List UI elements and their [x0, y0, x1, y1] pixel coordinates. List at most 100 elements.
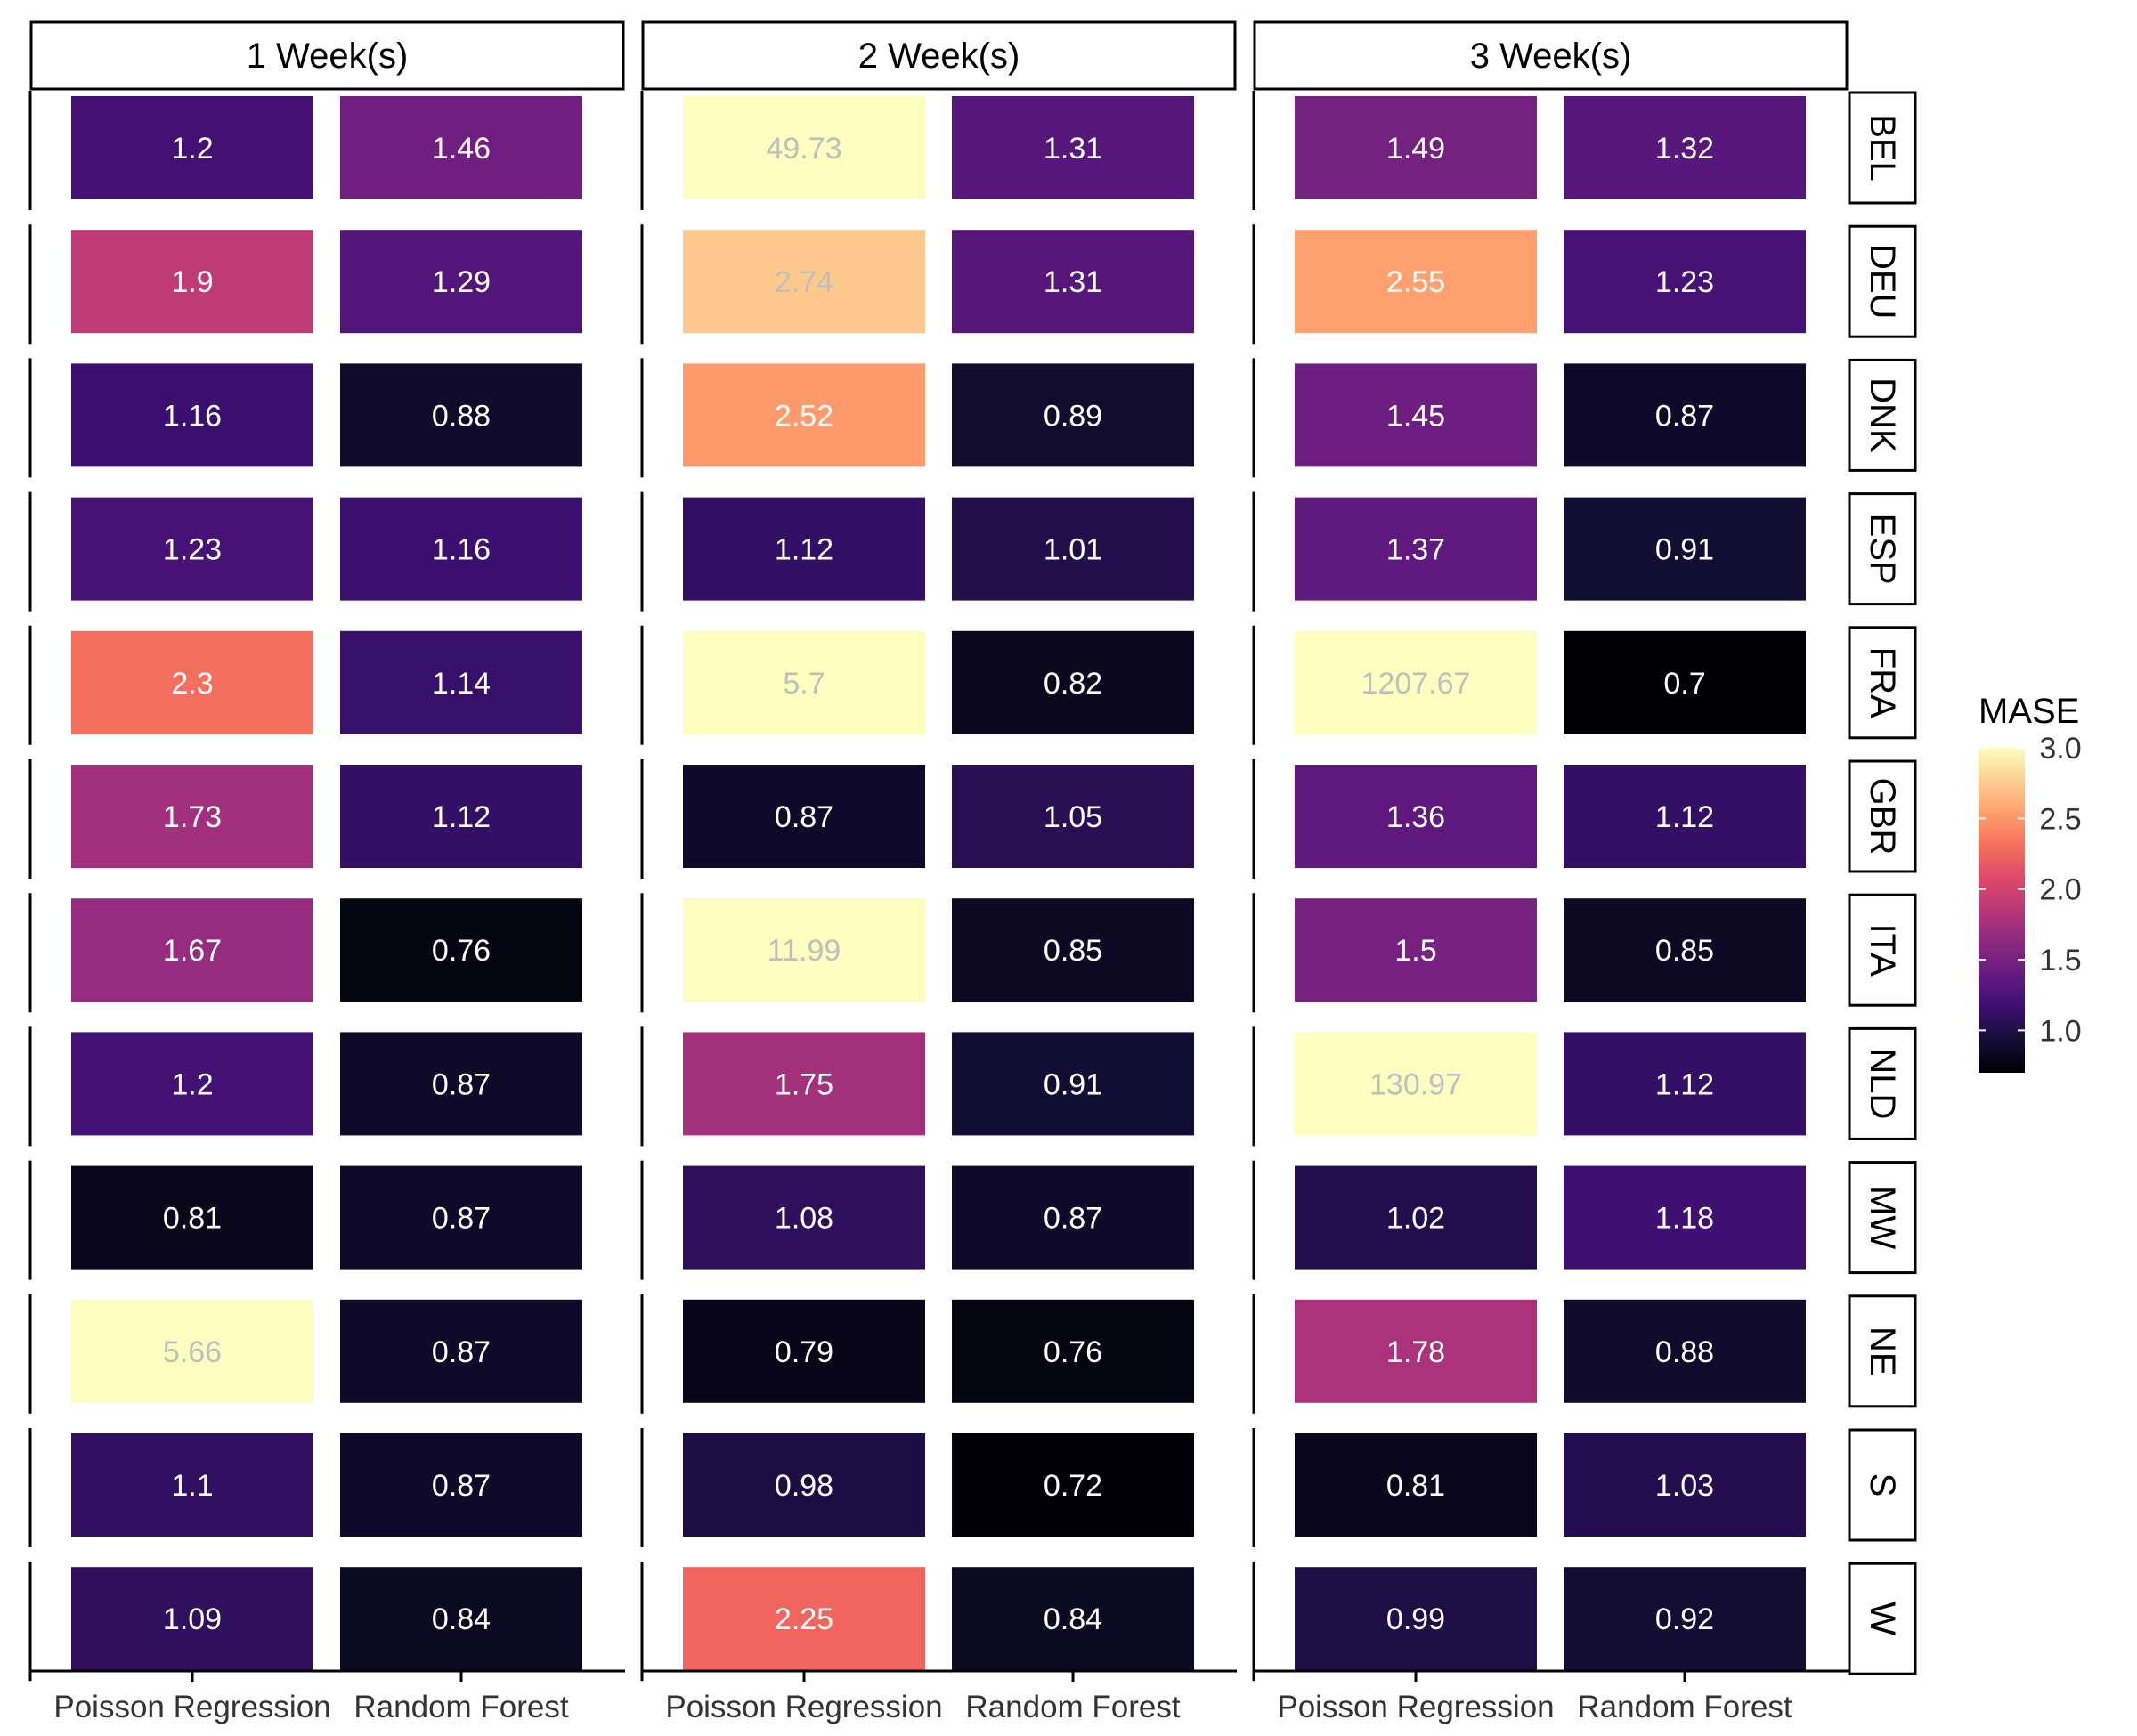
facet-column-label: 2 Week(s) [858, 37, 1020, 76]
cell-value-label: 1.12 [1655, 800, 1714, 834]
color-legend: MASE 1.0 1.5 2.0 2.5 3.0 [1979, 692, 2082, 1073]
cell-value-label: 1.75 [775, 1067, 833, 1101]
legend-title: MASE [1979, 692, 2079, 731]
heatmap-cell [952, 1299, 1194, 1403]
facet-row-label: BEL [1863, 114, 1902, 182]
cell-value-label: 1.05 [1044, 800, 1102, 834]
heatmap-cell [952, 1567, 1194, 1671]
strip-box [1848, 91, 1917, 205]
facet-row-label: DNK [1863, 377, 1902, 453]
facet-row-strips: BEL DEU DNK ESP FRA GBR ITA NLD MW NE S W [1848, 91, 1917, 1675]
cell-value-label: 1.16 [432, 533, 491, 567]
heatmap-cell [683, 765, 925, 868]
heatmap-cell [1295, 363, 1537, 467]
heatmap-cell [952, 96, 1194, 199]
cell-value-label: 0.87 [432, 1202, 491, 1236]
legend-tick-label: 2.5 [2039, 802, 2081, 836]
facet-row-label: S [1863, 1473, 1902, 1497]
heatmap-cell [71, 497, 313, 601]
cell-value-label: 0.99 [1386, 1602, 1445, 1636]
facet-row-strip: GBR [1848, 759, 1917, 873]
heatmap-cell [683, 1433, 925, 1537]
heatmap-cell [952, 230, 1194, 334]
cell-value-label: 5.66 [163, 1335, 222, 1369]
cell-value-label: 1.23 [163, 533, 222, 567]
legend-colorbar [1979, 748, 2025, 1073]
cell-value-label: 0.7 [1663, 667, 1705, 701]
cell-value-label: 2.74 [775, 265, 833, 299]
facet-column-strip: 3 Week(s) [1253, 20, 1849, 91]
facet-panel: 1.49 1.32 2.55 1.23 1.45 0.87 1.37 0.91 1207.67 0… [1252, 91, 1849, 1724]
cell-value-label: 1.2 [171, 132, 213, 166]
facet-row-label: W [1863, 1602, 1902, 1635]
facet-panel: 49.73 1.31 2.74 1.31 2.52 0.89 1.12 1.01 5.7 0.82… [640, 91, 1237, 1724]
facet-row-strip: W [1848, 1562, 1917, 1675]
cell-value-label: 0.72 [1044, 1469, 1102, 1503]
facet-column-strips: 1 Week(s) 2 Week(s) 3 Week(s) [29, 20, 1849, 91]
strip-box [1848, 1161, 1917, 1275]
cell-value-label: 0.87 [432, 1335, 491, 1369]
strip-box [1848, 1428, 1917, 1542]
heatmap-cell [1564, 898, 1806, 1002]
facet-row-strip: MW [1848, 1161, 1917, 1275]
heatmap-cell [1295, 497, 1537, 601]
heatmap-cell [1564, 1567, 1806, 1671]
cell-value-label: 0.87 [1655, 399, 1714, 433]
cell-value-label: 1.49 [1386, 132, 1445, 166]
strip-box [1848, 1026, 1917, 1140]
heatmap-cell [1295, 96, 1537, 199]
cell-value-label: 1.12 [432, 800, 491, 834]
heatmap-cell [71, 363, 313, 467]
cell-value-label: 1.2 [171, 1067, 213, 1101]
heatmap-cell [1564, 1299, 1806, 1403]
heatmap-cell [952, 898, 1194, 1002]
cell-value-label: 1.29 [432, 265, 491, 299]
strip-box [1848, 759, 1917, 873]
cell-value-label: 1.31 [1044, 265, 1102, 299]
strip-box [1848, 1562, 1917, 1675]
cell-value-label: 1.32 [1655, 132, 1714, 166]
heatmap-cell [952, 1433, 1194, 1537]
heatmap-cell [1564, 765, 1806, 868]
heatmap-cell [340, 497, 582, 601]
cell-value-label: 2.52 [775, 399, 833, 433]
cell-value-label: 1.12 [775, 533, 833, 567]
cell-value-label: 1.08 [775, 1202, 833, 1236]
strip-box [1253, 20, 1849, 91]
facet-row-strip: ITA [1848, 893, 1917, 1007]
cell-value-label: 2.25 [775, 1602, 833, 1636]
facet-row-label: NE [1863, 1326, 1902, 1376]
x-tick-label: Poisson Regression [53, 1690, 330, 1724]
cell-value-label: 1.02 [1386, 1202, 1445, 1236]
cell-value-label: 0.87 [775, 800, 833, 834]
legend-tick-label: 3.0 [2039, 732, 2081, 766]
cell-value-label: 1.01 [1044, 533, 1102, 567]
facet-row-label: ESP [1863, 514, 1902, 585]
heatmap-cell [1295, 230, 1537, 334]
cell-value-label: 1.46 [432, 132, 491, 166]
heatmap-cell [1564, 630, 1806, 734]
heatmap-cell [1564, 363, 1806, 467]
cell-value-label: 0.91 [1655, 533, 1714, 567]
x-tick-label: Random Forest [1577, 1690, 1792, 1724]
cell-value-label: 1.36 [1386, 800, 1445, 834]
heatmap-cell [683, 497, 925, 601]
heatmap-cell [683, 1299, 925, 1403]
heatmap-cell [340, 1032, 582, 1136]
heatmap-cell [71, 765, 313, 868]
cell-value-label: 0.79 [775, 1335, 833, 1369]
cell-value-label: 0.87 [432, 1469, 491, 1503]
cell-value-label: 0.88 [432, 399, 491, 433]
cell-value-label: 0.98 [775, 1469, 833, 1503]
cell-value-label: 0.87 [1044, 1202, 1102, 1236]
heatmap-cell [340, 898, 582, 1002]
facet-panels: 1.2 1.46 1.9 1.29 1.16 0.88 1.23 1.16 2.3 1.14 1.7… [28, 91, 1849, 1724]
legend-ticks: 1.0 1.5 2.0 2.5 3.0 [1979, 732, 2082, 1048]
strip-box [641, 20, 1237, 91]
cell-value-label: 11.99 [768, 934, 841, 968]
cell-value-label: 0.84 [432, 1602, 491, 1636]
heatmap-cell [1564, 497, 1806, 601]
legend-tick-label: 2.0 [2039, 873, 2081, 907]
heatmap-cell [71, 96, 313, 199]
